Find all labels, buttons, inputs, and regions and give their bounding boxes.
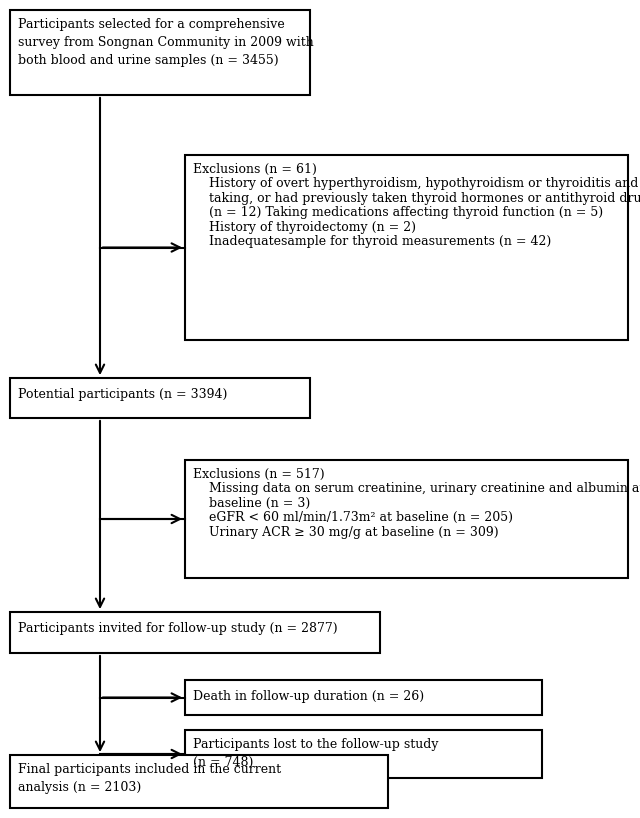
Text: (n = 12) Taking medications affecting thyroid function (n = 5): (n = 12) Taking medications affecting th… [193,206,603,219]
Text: History of overt hyperthyroidism, hypothyroidism or thyroiditis and: History of overt hyperthyroidism, hypoth… [193,178,638,191]
Text: Urinary ACR ≥ 30 mg/g at baseline (n = 309): Urinary ACR ≥ 30 mg/g at baseline (n = 3… [193,526,499,538]
Text: Exclusions (n = 517): Exclusions (n = 517) [193,468,324,481]
Bar [185,155,628,340]
Text: Death in follow-up duration (n = 26): Death in follow-up duration (n = 26) [193,690,424,703]
Text: Participants lost to the follow-up study
(n = 748): Participants lost to the follow-up study… [193,738,438,769]
Text: Inadequatesample for thyroid measurements (n = 42): Inadequatesample for thyroid measurement… [193,235,551,248]
Text: Exclusions (n = 61): Exclusions (n = 61) [193,163,317,176]
Bar [185,730,542,778]
Text: Missing data on serum creatinine, urinary creatinine and albumin at: Missing data on serum creatinine, urinar… [193,483,640,496]
Bar [10,10,310,95]
Bar [10,378,310,418]
Text: Participants selected for a comprehensive
survey from Songnan Community in 2009 : Participants selected for a comprehensiv… [18,18,314,67]
Text: Final participants included in the current
analysis (n = 2103): Final participants included in the curre… [18,763,281,794]
Bar [10,755,388,808]
Text: eGFR < 60 ml/min/1.73m² at baseline (n = 205): eGFR < 60 ml/min/1.73m² at baseline (n =… [193,511,513,524]
Text: Potential participants (n = 3394): Potential participants (n = 3394) [18,388,227,401]
Bar [185,680,542,715]
Bar [10,612,380,653]
Text: Participants invited for follow-up study (n = 2877): Participants invited for follow-up study… [18,622,338,635]
Text: baseline (n = 3): baseline (n = 3) [193,497,310,510]
Text: History of thyroidectomy (n = 2): History of thyroidectomy (n = 2) [193,221,416,234]
Bar [185,460,628,578]
Text: taking, or had previously taken thyroid hormones or antithyroid drugs: taking, or had previously taken thyroid … [193,191,640,204]
